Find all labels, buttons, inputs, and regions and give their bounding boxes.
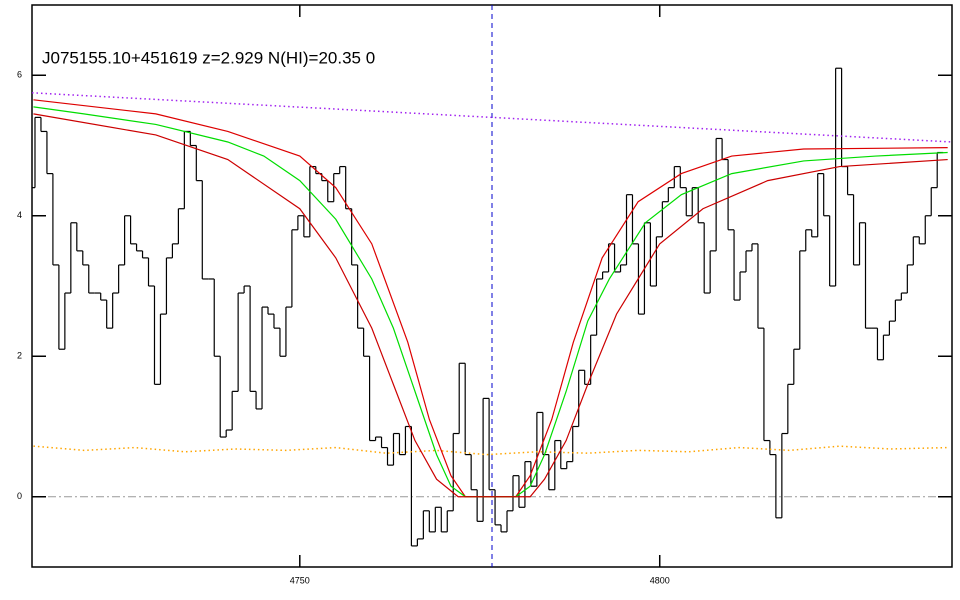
- model-line: [33, 113, 948, 498]
- chart-title: J075155.10+451619 z=2.929 N(HI)=20.35 0: [42, 48, 375, 67]
- y-tick-label: 6: [17, 70, 22, 80]
- x-tick-label: 4800: [650, 575, 670, 585]
- y-tick-label: 0: [17, 491, 22, 501]
- model-line: [33, 445, 948, 456]
- model-line: [33, 106, 948, 498]
- y-tick-label: 2: [17, 351, 22, 361]
- x-tick-label: 4750: [290, 575, 310, 585]
- model-line: [31, 92, 953, 143]
- y-tick-label: 4: [17, 210, 22, 220]
- model-line: [33, 99, 948, 498]
